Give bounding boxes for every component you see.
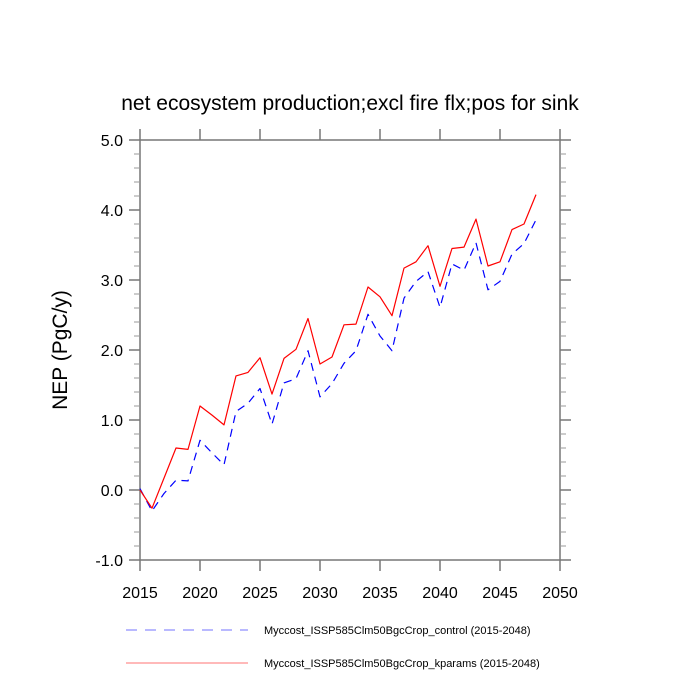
- y-axis: -1.0 0.0 1.0 2.0 3.0 4.0 5.0: [95, 133, 571, 570]
- plot-area: [139, 194, 537, 512]
- chart-title: net ecosystem production;excl fire flx;p…: [121, 92, 579, 115]
- legend-label: Myccost_ISSP585Clm50BgcCrop_kparams (201…: [264, 658, 540, 670]
- series-line-control: [139, 219, 537, 512]
- x-axis: 2015 2020 2025 2030 2035 2040 2045 2050: [122, 129, 578, 602]
- plot-frame: [139, 139, 561, 561]
- y-tick-label: 5.0: [101, 133, 123, 150]
- legend: Myccost_ISSP585Clm50BgcCrop_control (201…: [126, 625, 540, 670]
- y-tick-label: 3.0: [101, 273, 123, 290]
- y-tick-label: 0.0: [101, 483, 123, 500]
- y-tick-label: 1.0: [101, 413, 123, 430]
- y-tick-label: 4.0: [101, 203, 123, 220]
- x-tick-label: 2045: [482, 585, 518, 602]
- x-tick-label: 2015: [122, 585, 158, 602]
- plot-border: [139, 139, 561, 561]
- legend-label: Myccost_ISSP585Clm50BgcCrop_control (201…: [264, 625, 531, 637]
- x-tick-label: 2020: [182, 585, 218, 602]
- x-tick-label: 2050: [542, 585, 578, 602]
- y-tick-label: 2.0: [101, 343, 123, 360]
- y-axis-label: NEP (PgC/y): [49, 290, 72, 410]
- y-tick-label: -1.0: [95, 553, 123, 570]
- x-tick-label: 2035: [362, 585, 398, 602]
- x-tick-label: 2040: [422, 585, 458, 602]
- x-tick-label: 2030: [302, 585, 338, 602]
- series-line-kparams: [139, 194, 537, 509]
- x-tick-label: 2025: [242, 585, 278, 602]
